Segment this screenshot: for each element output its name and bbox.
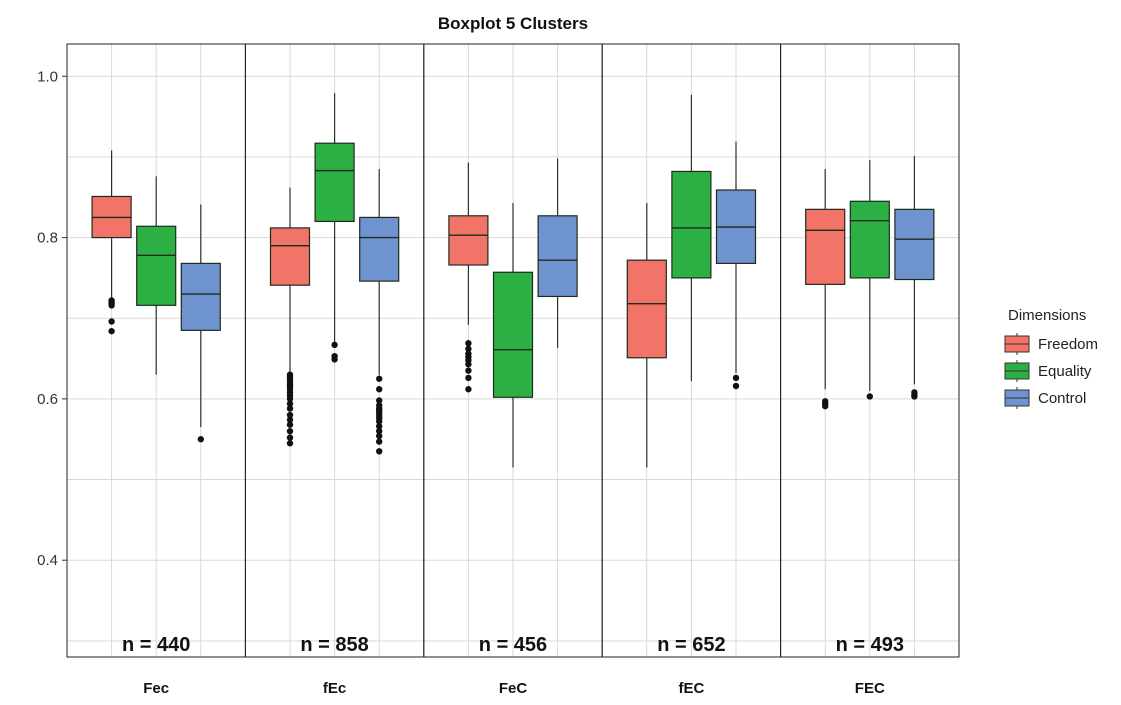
outlier-point [286,421,294,428]
outlier-point [376,438,383,445]
outlier-point [732,382,740,390]
x-tick-label: fEc [323,680,346,697]
outlier-point [376,375,383,382]
box-layer [91,93,935,468]
panel-n-label: n = 456 [479,634,547,656]
outlier-point [465,340,472,347]
outlier-point [911,393,918,400]
y-tick-label: 0.4 [37,552,58,569]
outlier-point [465,386,472,393]
outlier-point [465,367,472,374]
outlier-point [376,386,383,393]
box-equality [136,225,177,306]
panel-n-label: n = 493 [836,634,904,656]
outlier-point [286,427,294,435]
box-freedom [269,227,311,286]
panel-layer [66,43,960,658]
outlier-point [286,434,294,441]
outlier-point [108,302,115,309]
outlier-point [197,436,204,443]
outlier-point [108,318,115,325]
outlier-point [331,341,338,349]
outlier-point [465,374,472,382]
x-tick-label: FeC [499,680,528,697]
outlier-point [465,345,472,353]
y-tick-label: 0.6 [37,391,58,408]
outlier-point [286,416,294,424]
outlier-point [376,448,383,455]
box-freedom [626,259,667,359]
outlier-point [286,440,294,447]
outlier-point [331,356,338,363]
outlier-point [286,405,294,412]
outlier-point [465,361,472,368]
outlier-point [286,411,294,419]
legend-label: Control [1038,390,1086,407]
x-tick-label: FEC [855,680,885,697]
legend: Dimensions Freedom Equality Control [1004,307,1098,409]
box-control [894,208,935,281]
legend-title: Dimensions [1008,307,1086,324]
panel-n-label: n = 858 [300,634,368,656]
box-equality [314,142,355,223]
outlier-point [376,423,383,430]
outlier-point [376,418,383,425]
outlier-point [376,397,383,404]
y-tick-label: 0.8 [37,230,58,247]
outlier-point [376,432,383,440]
chart-title: Boxplot 5 Clusters [438,14,588,33]
box-equality [492,271,534,398]
label-layer: n = 440 Fec n = 858 fEc n = 456 FeC n = 652 fEC… [122,634,904,697]
outlier-point [108,327,115,335]
legend-label: Freedom [1038,336,1098,353]
box-control [359,216,400,282]
y-tick-label: 1.0 [37,68,58,85]
outlier-point [822,402,829,410]
x-tick-label: fEC [678,680,704,697]
outlier-point [286,400,294,407]
box-control [180,262,221,331]
box-control [537,215,578,298]
outlier-point [286,395,294,403]
box-equality [671,170,712,279]
box-freedom [805,208,846,285]
box-equality [849,200,890,279]
panel-border [780,43,960,658]
legend-label: Equality [1038,363,1092,380]
panel-n-label: n = 440 [122,634,190,656]
panel-n-label: n = 652 [657,634,725,656]
outlier-point [732,374,740,382]
outlier-point [376,427,383,435]
y-axis: 0.4 0.6 0.8 1.0 [37,68,67,569]
box-freedom [448,215,489,266]
outlier-point [866,393,873,400]
x-tick-label: Fec [143,680,169,697]
